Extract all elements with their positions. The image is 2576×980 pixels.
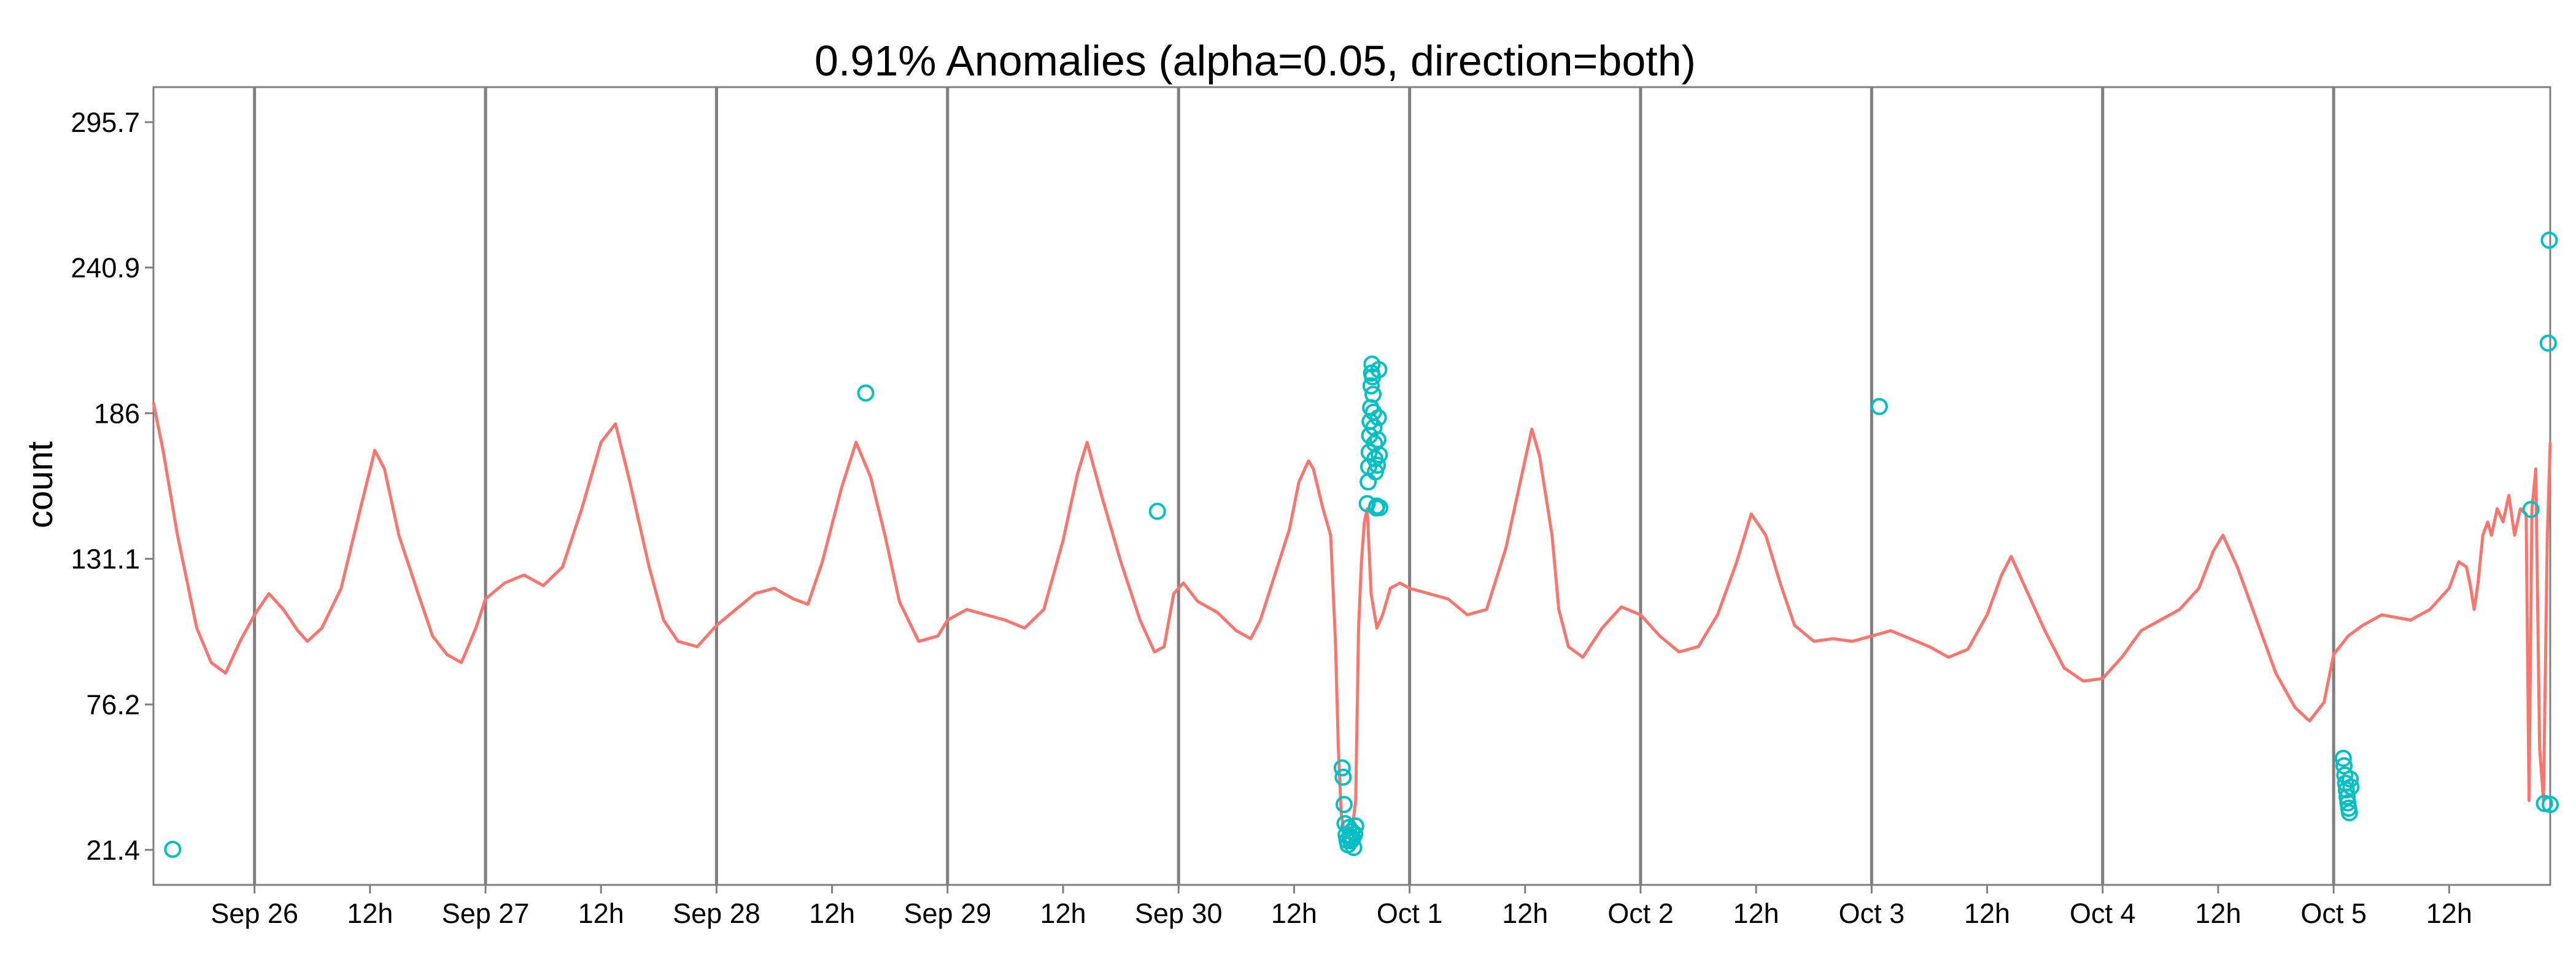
x-tick-label: 12h [1271,898,1317,929]
anomaly-point [1148,503,1166,520]
y-tick-label: 131.1 [71,544,140,575]
x-tick-label: 12h [809,898,855,929]
x-tick-label: 12h [1964,898,2010,929]
x-tick-label: Oct 3 [1839,898,1905,929]
x-tick-label: Oct 5 [2300,898,2367,929]
x-tick-label: Sep 29 [904,898,992,929]
x-tick-label: 12h [347,898,393,929]
y-tick-label: 295.7 [71,107,140,138]
anomaly-point [2340,804,2358,822]
anomaly-point [2539,334,2557,352]
anomaly-point [1347,817,1364,835]
anomaly-point [1346,825,1364,843]
x-tick-label: 12h [2426,898,2472,929]
plot-border [152,86,2551,886]
anomaly-point [1370,361,1388,379]
x-axis: Sep 26 12h Sep 27 12h Sep 28 12h Sep 29 12h Sep … [211,885,2472,929]
y-tick-label: 76.2 [86,689,140,720]
anomaly-point [1333,759,1351,777]
anomaly-point [1371,499,1388,517]
y-tick-label: 240.9 [71,252,140,284]
anomaly-point [1364,385,1382,403]
x-tick-label: 12h [1733,898,1779,929]
x-tick-label: 12h [578,898,624,929]
date-separator-lines [253,87,2335,885]
anomaly-point [2338,788,2356,806]
anomaly-point [2522,501,2540,519]
anomaly-point [1362,377,1380,395]
x-tick-label: Oct 2 [1607,898,1674,929]
x-tick-label: Oct 1 [1377,898,1443,929]
anomaly-point [1371,446,1388,464]
chart-title: 0.91% Anomalies (alpha=0.05, direction=b… [814,37,1696,85]
anomaly-point [2540,231,2558,249]
anomaly-point [1334,768,1352,786]
anomaly-point [1369,409,1387,426]
x-tick-label: Sep 28 [673,898,760,929]
x-tick-label: 12h [2195,898,2241,929]
x-tick-label: Sep 30 [1135,898,1223,929]
x-tick-label: Oct 4 [2070,898,2136,929]
x-tick-label: 12h [1502,898,1548,929]
y-axis: 21.4 76.2 131.1 186 240.9 295.7 [71,107,153,866]
y-tick-label: 186 [94,398,140,429]
y-tick-label: 21.4 [86,835,140,866]
anomaly-point [2342,770,2359,788]
anomaly-point [1335,796,1353,814]
anomaly-point [2542,796,2559,814]
anomaly-point [1870,398,1888,415]
anomaly-point [1360,473,1377,491]
anomaly-point [2334,749,2352,767]
x-tick-label: Sep 27 [442,898,530,929]
anomaly-point [164,841,182,858]
anomaly-point [857,384,875,402]
y-axis-label: count [20,441,60,528]
anomaly-point [2342,778,2360,796]
anomaly-point [1369,457,1387,474]
x-tick-label: Sep 26 [211,898,298,929]
series-line [152,402,2552,839]
anomaly-points [164,231,2559,858]
x-tick-label: 12h [1040,898,1086,929]
